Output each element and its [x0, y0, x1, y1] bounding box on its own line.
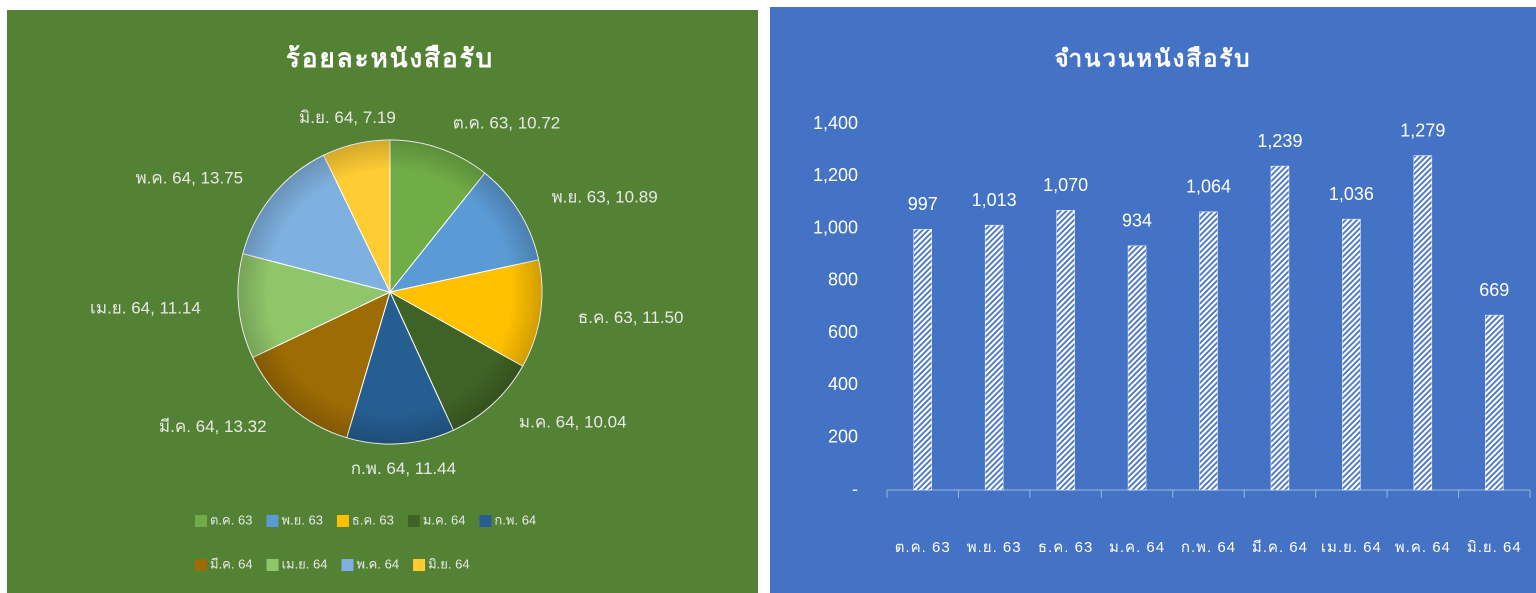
bar-title: จำนวนหนังสือรับ [1055, 45, 1252, 72]
bar [984, 224, 1004, 491]
bar [1413, 155, 1433, 491]
legend-swatch [266, 559, 279, 571]
legend-swatch [336, 515, 349, 527]
bar-value-label: 997 [908, 194, 938, 214]
bar-value-label: 1,013 [972, 190, 1017, 210]
y-tick-label: 400 [828, 374, 858, 394]
x-tick-label: พ.ย. 63 [967, 539, 1022, 556]
legend-swatch [479, 515, 492, 527]
bar [913, 229, 932, 491]
slice-label: เม.ย. 64, 11.14 [90, 298, 201, 317]
legend-swatch [407, 515, 420, 527]
legend-swatch [413, 559, 426, 571]
legend-label: มิ.ย. 64 [428, 556, 469, 571]
legend-label: มี.ค. 64 [210, 556, 253, 571]
bar-value-label: 1,279 [1400, 120, 1445, 140]
bar-value-label: 1,036 [1329, 184, 1374, 204]
bar-panel [770, 7, 1536, 593]
x-tick-label: ก.พ. 64 [1181, 539, 1236, 556]
legend-label: พ.ค. 64 [357, 556, 400, 571]
bar-value-label: 1,070 [1043, 175, 1088, 195]
y-tick-label: 200 [828, 426, 858, 446]
legend-swatch [195, 515, 207, 527]
bar-value-label: 934 [1122, 211, 1152, 231]
slice-label: ก.พ. 64, 11.44 [351, 459, 456, 478]
legend-swatch [266, 515, 279, 527]
slice-label: มิ.ย. 64, 7.19 [299, 108, 396, 127]
legend-label: ก.พ. 64 [494, 512, 536, 527]
legend-swatch [195, 559, 207, 571]
x-tick-label: ธ.ค. 63 [1038, 539, 1093, 556]
slice-label: มี.ค. 64, 13.32 [159, 417, 267, 436]
y-tick-label: 1,200 [813, 165, 858, 185]
y-tick-label: 800 [828, 270, 858, 290]
legend-label: ต.ค. 63 [210, 512, 252, 527]
bar-value-label: 1,239 [1257, 131, 1302, 151]
x-tick-label: ม.ค. 64 [1109, 539, 1165, 556]
slice-label: ธ.ค. 63, 11.50 [578, 308, 684, 327]
x-tick-label: ต.ค. 63 [895, 539, 951, 556]
bar [1199, 211, 1218, 491]
pie-shade [238, 140, 542, 444]
bar [1056, 210, 1075, 491]
bar-value-label: 1,064 [1186, 177, 1231, 197]
bar [1127, 245, 1147, 491]
y-tick-label: 1,000 [813, 217, 858, 237]
pie-title: ร้อยละหนังสือรับ [286, 43, 494, 73]
slice-label: ม.ค. 64, 10.04 [519, 412, 627, 431]
bar [1270, 165, 1290, 491]
x-tick-label: พ.ค. 64 [1395, 539, 1451, 556]
y-tick-label: 600 [828, 322, 858, 342]
bar [1485, 314, 1504, 491]
slice-label: พ.ค. 64, 13.75 [135, 169, 243, 188]
slice-label: ต.ค. 63, 10.72 [453, 113, 560, 132]
x-tick-label: มิ.ย. 64 [1467, 539, 1522, 556]
slice-label: พ.ย. 63, 10.89 [551, 188, 657, 207]
bar-value-label: 669 [1479, 280, 1509, 300]
bar [1342, 218, 1361, 491]
legend-label: ธ.ค. 63 [352, 512, 394, 527]
legend-label: ม.ค. 64 [423, 512, 466, 527]
y-tick-label: 1,400 [813, 113, 858, 133]
x-tick-label: เม.ย. 64 [1321, 539, 1382, 556]
y-tick-label: - [852, 479, 858, 499]
legend-swatch [341, 559, 354, 571]
legend-label: เม.ย. 64 [282, 556, 328, 571]
legend-label: พ.ย. 63 [281, 512, 322, 527]
x-tick-label: มี.ค. 64 [1252, 539, 1308, 556]
